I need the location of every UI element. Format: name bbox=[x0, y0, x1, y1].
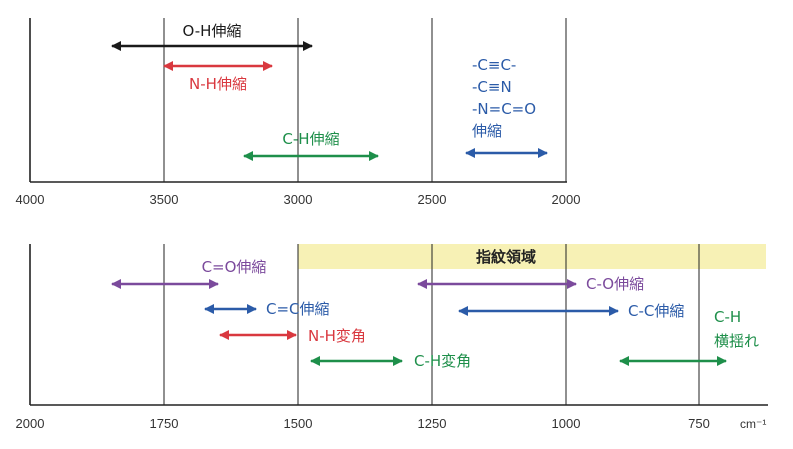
co-single-stretch-label: C-O伸縮 bbox=[586, 275, 644, 293]
triple-bond-stretch-label: 伸縮 bbox=[472, 122, 502, 140]
ch-stretch-label: C-H伸縮 bbox=[282, 130, 339, 148]
axis-unit-label: cm⁻¹ bbox=[740, 417, 766, 431]
top-tick-label: 2500 bbox=[418, 192, 447, 207]
top-tick-label: 4000 bbox=[16, 192, 45, 207]
isocyanate-group-label: -N=C=O bbox=[472, 100, 536, 118]
bottom-tick-label: 1000 bbox=[552, 416, 581, 431]
top-tick-label: 2000 bbox=[552, 192, 581, 207]
fingerprint-region-label: 指紋領域 bbox=[476, 248, 536, 266]
cc-double-stretch-label: C=C伸縮 bbox=[266, 300, 330, 318]
bottom-tick-label: 1250 bbox=[418, 416, 447, 431]
ch-rock-label-2: 横揺れ bbox=[714, 332, 759, 350]
nh-bend-label: N-H変角 bbox=[308, 327, 366, 345]
bottom-tick-label: 1750 bbox=[150, 416, 179, 431]
oh-stretch-label: O-H伸縮 bbox=[183, 22, 242, 40]
nh-stretch-label: N-H伸縮 bbox=[189, 75, 247, 93]
bottom-tick-label: 750 bbox=[688, 416, 710, 431]
top-chart: 4000 3500 3000 2500 2000 O-H伸縮 N-H伸縮 C-H… bbox=[16, 18, 581, 207]
bottom-tick-label: 1500 bbox=[284, 416, 313, 431]
ch-bend-label: C-H変角 bbox=[414, 352, 471, 370]
top-tick-label: 3500 bbox=[150, 192, 179, 207]
fingerprint-region-band bbox=[298, 244, 766, 269]
nitrile-group-label: -C≡N bbox=[472, 78, 512, 96]
top-tick-label: 3000 bbox=[284, 192, 313, 207]
bottom-tick-label: 2000 bbox=[16, 416, 45, 431]
cc-single-stretch-label: C-C伸縮 bbox=[628, 302, 684, 320]
alkyne-group-label: -C≡C- bbox=[472, 56, 516, 74]
co-double-stretch-label: C=O伸縮 bbox=[202, 258, 267, 276]
ch-rock-label: C-H bbox=[714, 308, 741, 326]
bottom-chart: 指紋領域 2000 1750 1500 1250 1000 750 cm⁻¹ C… bbox=[16, 244, 768, 431]
